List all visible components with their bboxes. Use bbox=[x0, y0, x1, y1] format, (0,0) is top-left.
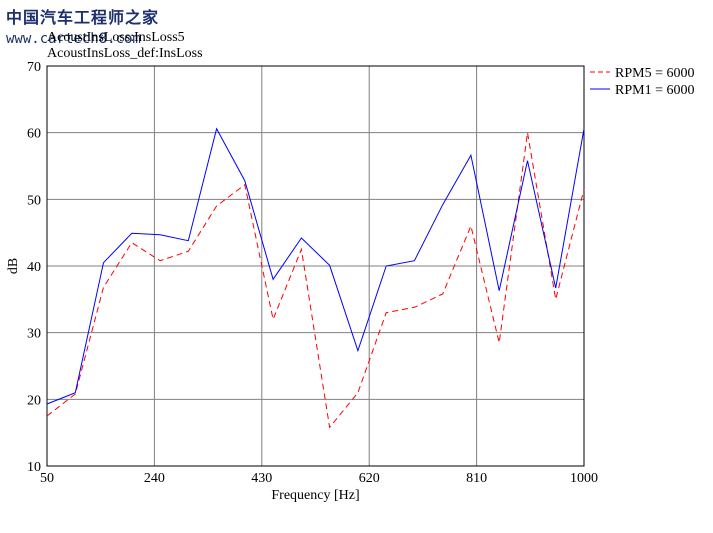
x-tick-label: 1000 bbox=[570, 471, 598, 486]
y-tick-label: 10 bbox=[27, 460, 41, 475]
y-tick-label: 60 bbox=[27, 127, 41, 142]
series-line-2 bbox=[46, 127, 585, 405]
x-tick-label: 50 bbox=[40, 471, 54, 486]
y-tick-label: 70 bbox=[27, 60, 41, 75]
y-tick-label: 20 bbox=[27, 393, 41, 408]
watermark-title: 中国汽车工程师之家 bbox=[6, 8, 160, 27]
x-tick-label: 240 bbox=[144, 471, 165, 486]
series-line-1 bbox=[46, 132, 585, 429]
legend-label-2: RPM1 = 6000 bbox=[615, 83, 694, 98]
chart-header-line1: AcoustInsLoss:InsLoss5 bbox=[47, 30, 185, 45]
x-tick-label: 620 bbox=[359, 471, 380, 486]
watermark-url: www.cartech8.com bbox=[6, 31, 141, 47]
x-axis-label: Frequency [Hz] bbox=[271, 488, 359, 503]
chart-header-line2: AcoustInsLoss_def:InsLoss bbox=[47, 46, 203, 61]
legend-label-1: RPM5 = 6000 bbox=[615, 66, 694, 81]
x-tick-label: 810 bbox=[466, 471, 487, 486]
y-tick-label: 40 bbox=[27, 260, 41, 275]
y-axis-label: dB bbox=[6, 258, 21, 274]
plot-frame bbox=[46, 65, 585, 467]
x-tick-label: 430 bbox=[251, 471, 272, 486]
y-tick-label: 50 bbox=[27, 193, 41, 208]
y-tick-label: 30 bbox=[27, 327, 41, 342]
